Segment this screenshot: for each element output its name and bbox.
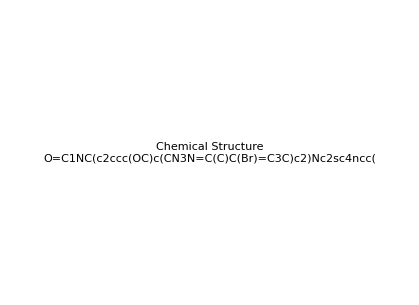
Text: Chemical Structure
O=C1NC(c2ccc(OC)c(CN3N=C(C)C(Br)=C3C)c2)Nc2sc4ncc(: Chemical Structure O=C1NC(c2ccc(OC)c(CN3… [43, 142, 376, 163]
